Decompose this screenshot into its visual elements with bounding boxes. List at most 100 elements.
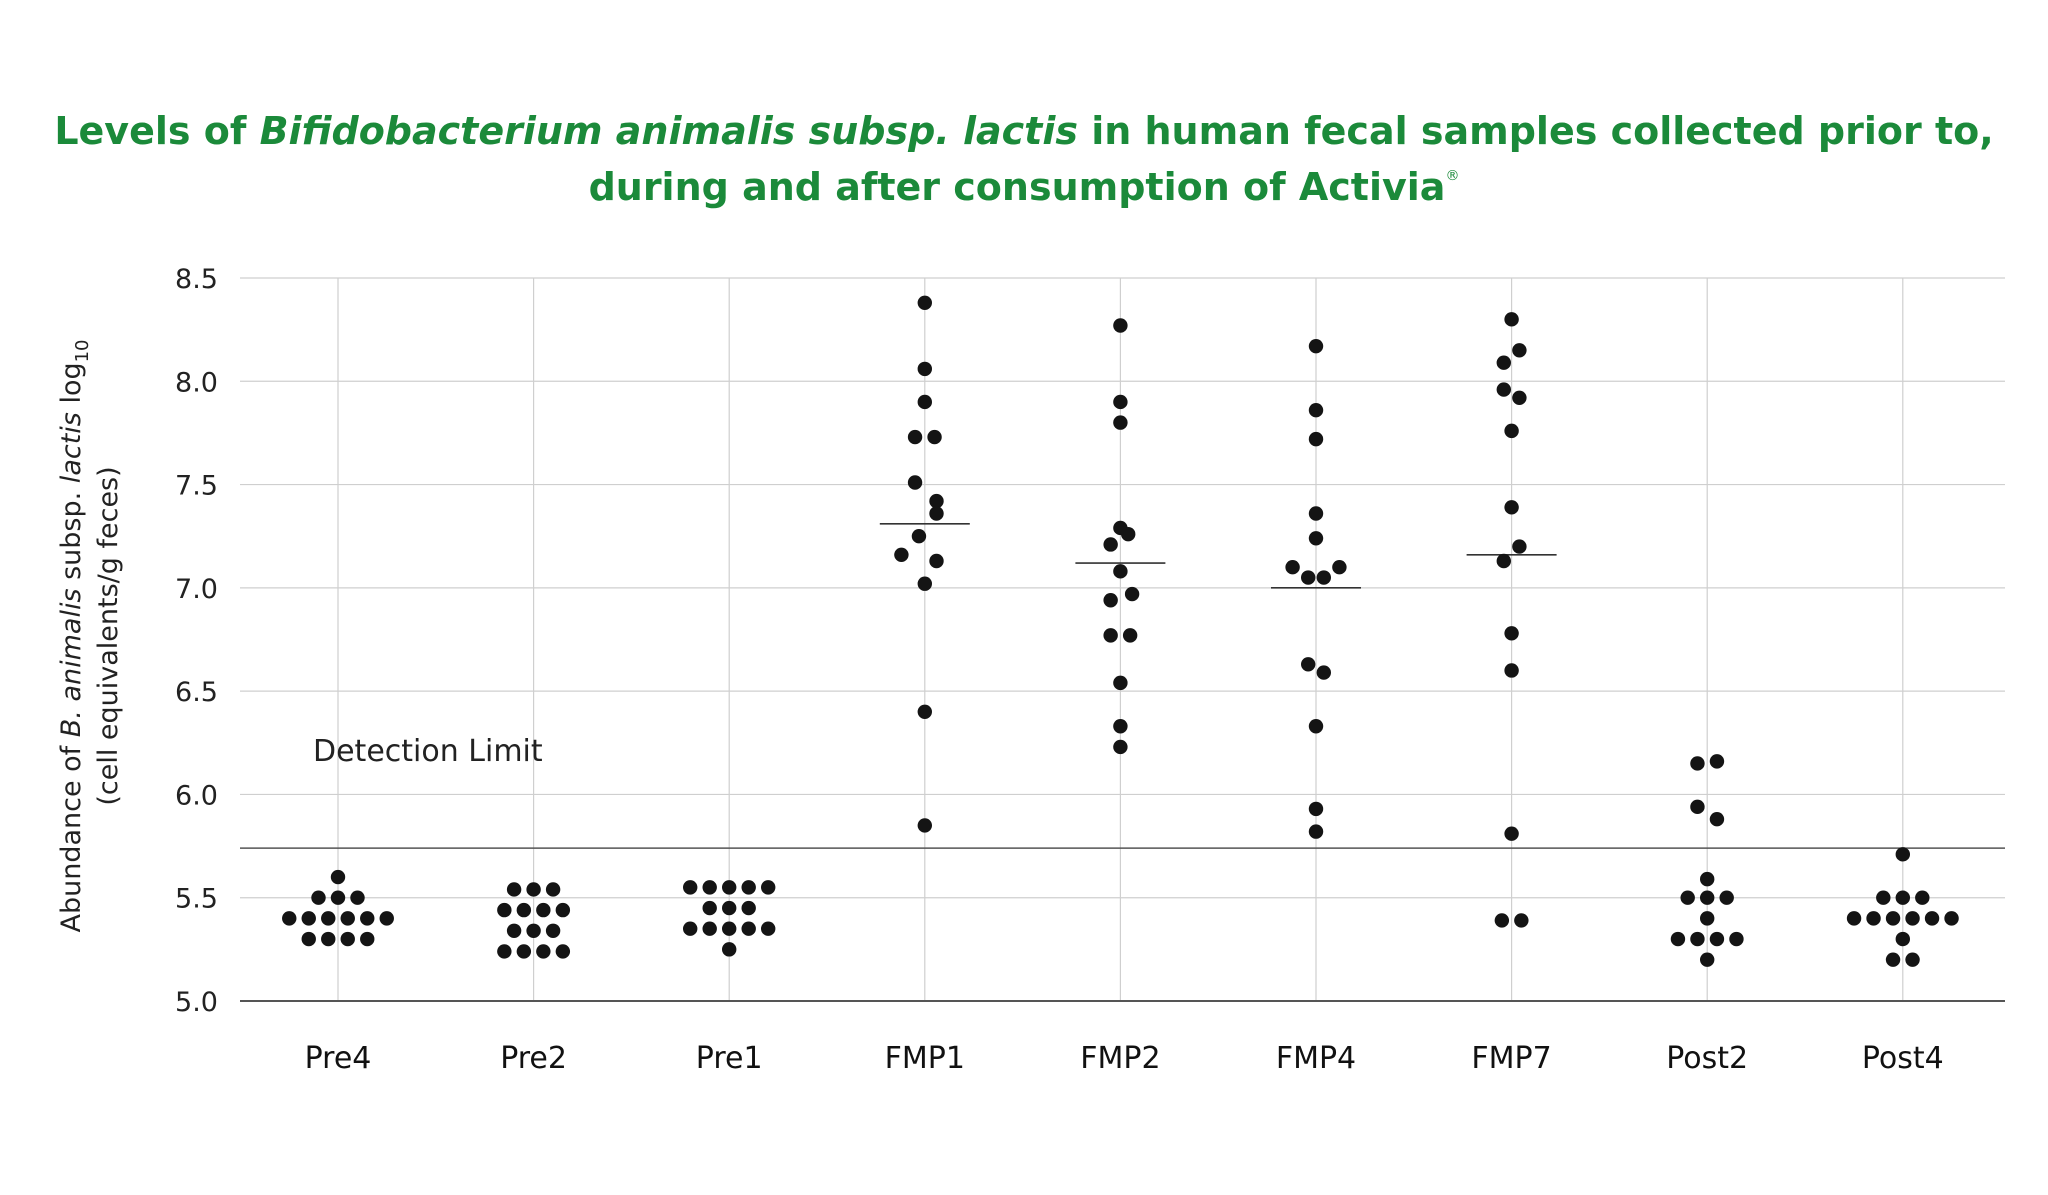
data-point	[927, 429, 942, 445]
grid	[240, 277, 2005, 1001]
chart-title-prefix: Levels of	[54, 109, 259, 153]
data-point	[1301, 657, 1316, 672]
data-point	[506, 882, 522, 897]
y-axis-label-log-base: 10	[72, 339, 93, 362]
data-point	[1316, 665, 1332, 680]
data-point	[1301, 570, 1316, 585]
data-point	[321, 911, 336, 926]
data-point	[1700, 871, 1715, 887]
data-point	[1121, 526, 1136, 542]
data-point	[1316, 570, 1332, 585]
data-point	[545, 882, 561, 897]
data-point	[1504, 826, 1519, 841]
y-axis-label-prefix: Abundance of	[56, 737, 87, 932]
data-point	[1308, 531, 1324, 546]
data-point	[722, 942, 737, 957]
data-point	[350, 890, 365, 905]
data-point	[1512, 539, 1527, 554]
data-point	[1915, 890, 1930, 905]
data-point	[1700, 952, 1715, 967]
data-point	[1496, 553, 1512, 569]
x-tick-label: FMP4	[1276, 1041, 1356, 1076]
data-point	[741, 880, 756, 895]
chart-title-line-2: during and after consumption of Activia®	[589, 165, 1460, 209]
data-point	[301, 911, 316, 926]
data-point	[761, 921, 776, 936]
data-point	[1504, 663, 1519, 678]
x-tick-label: Pre4	[305, 1041, 372, 1076]
data-point	[1690, 756, 1705, 771]
data-point	[761, 880, 776, 895]
data-point	[1113, 318, 1128, 333]
data-point	[1876, 890, 1891, 905]
y-tick-label: 5.5	[175, 884, 218, 915]
data-point	[911, 529, 927, 544]
data-point	[282, 911, 297, 926]
data-point	[340, 931, 355, 947]
data-point	[683, 921, 698, 936]
data-point	[1103, 593, 1118, 608]
data-point	[917, 394, 932, 410]
y-axis-label-line-1: Abundance of B. animalis subsp. lactis l…	[56, 339, 93, 932]
y-axis-label-line-2: (cell equivalents/g feces)	[93, 466, 124, 805]
data-point	[917, 576, 932, 591]
data-point	[1113, 675, 1128, 691]
data-point	[536, 944, 551, 959]
data-point	[1308, 506, 1324, 521]
data-point	[1113, 739, 1128, 755]
data-point	[1885, 911, 1901, 926]
data-point	[702, 880, 717, 895]
data-point	[1719, 890, 1734, 905]
data-point	[1103, 537, 1118, 552]
data-point	[722, 880, 737, 895]
data-point	[1504, 500, 1519, 515]
data-point	[1285, 560, 1300, 575]
data-point	[1308, 338, 1324, 354]
detection-limit-label: Detection Limit	[313, 734, 543, 769]
data-point	[1113, 564, 1128, 579]
data-point	[506, 923, 522, 938]
y-tick-label: 8.0	[175, 367, 218, 398]
y-tick-labels: 5.0 5.5 6.0 6.5 7.0 7.5 8.0 8.5	[175, 264, 218, 1018]
data-point	[497, 902, 512, 918]
data-point	[722, 900, 737, 916]
data-point	[702, 921, 717, 936]
data-point	[1512, 343, 1527, 358]
data-point	[526, 882, 541, 897]
data-point	[917, 818, 932, 833]
data-point	[555, 902, 571, 918]
y-tick-label: 6.5	[175, 677, 218, 708]
data-point	[741, 900, 756, 916]
data-points	[282, 295, 1959, 967]
data-point	[929, 493, 944, 509]
chart-title-suffix: in human fecal samples collected prior t…	[1078, 109, 1994, 153]
data-point	[1895, 890, 1911, 905]
data-point	[360, 911, 375, 926]
data-point	[1895, 847, 1911, 862]
data-point	[1504, 626, 1519, 641]
data-point	[1308, 824, 1324, 839]
data-point	[907, 475, 923, 490]
data-point	[1113, 719, 1128, 734]
data-point	[1113, 415, 1128, 430]
data-point	[1494, 913, 1510, 928]
y-tick-label: 7.0	[175, 574, 218, 605]
y-tick-label: 5.0	[175, 987, 218, 1018]
data-point	[1124, 586, 1140, 602]
data-point	[1885, 952, 1901, 967]
data-point	[1308, 801, 1324, 817]
data-point	[497, 944, 512, 959]
median-lines	[879, 523, 1557, 589]
data-point	[1122, 628, 1138, 643]
data-point	[340, 911, 355, 926]
x-tick-label: Post2	[1666, 1041, 1748, 1076]
data-point	[1514, 913, 1529, 928]
data-point	[321, 931, 336, 947]
data-point	[1709, 812, 1725, 827]
data-point	[1496, 382, 1512, 397]
x-tick-label: FMP1	[885, 1041, 965, 1076]
y-axis-label-species: B. animalis	[56, 588, 87, 737]
data-point	[1709, 754, 1725, 769]
data-point	[1944, 911, 1959, 926]
chart-title-line-2-text: during and after consumption of Activia	[589, 165, 1446, 209]
